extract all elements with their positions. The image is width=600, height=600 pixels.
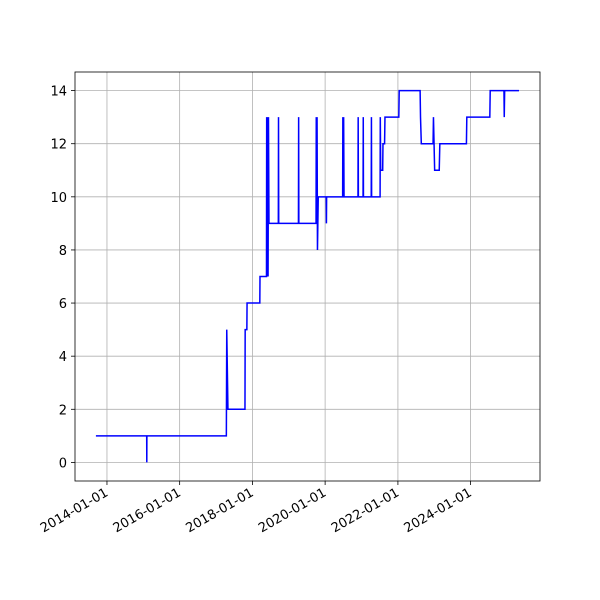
- grid: [75, 72, 540, 481]
- data-line: [95, 89, 519, 463]
- x-tick-label: 2022-01-01: [329, 485, 402, 536]
- y-tick-label: 12: [50, 138, 67, 153]
- y-tick-label: 2: [59, 403, 67, 418]
- x-tick-label: 2018-01-01: [183, 485, 256, 536]
- y-tick-label: 4: [59, 350, 67, 365]
- x-tick-label: 2016-01-01: [111, 485, 184, 536]
- x-tick-label: 2024-01-01: [402, 485, 475, 536]
- y-tick-label: 8: [59, 244, 67, 259]
- plot-frame: [74, 71, 541, 482]
- y-tick-label: 14: [50, 85, 67, 100]
- y-tick-label: 6: [59, 297, 67, 312]
- x-tick-label: 2014-01-01: [38, 485, 111, 536]
- x-tick-label: 2020-01-01: [256, 485, 329, 536]
- y-tick-label: 10: [50, 191, 67, 206]
- y-tick-label: 0: [59, 456, 67, 471]
